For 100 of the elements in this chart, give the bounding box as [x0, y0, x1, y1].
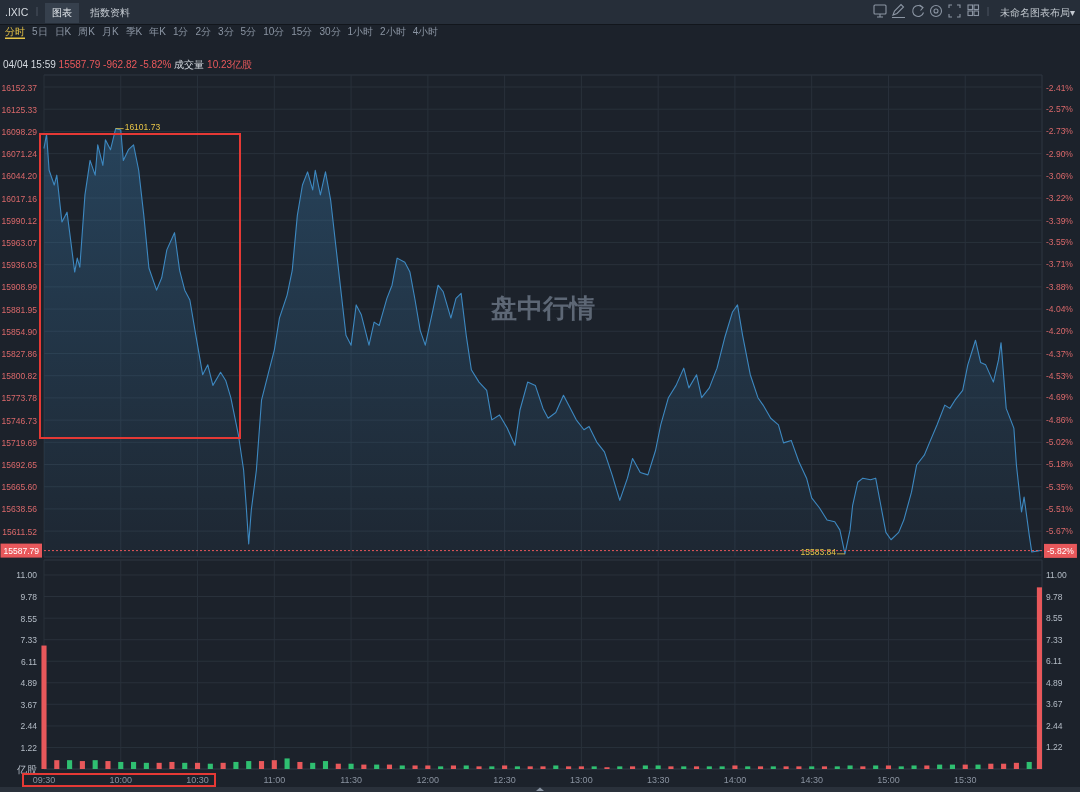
extreme-label: 16101.73 — [124, 121, 161, 132]
y2-tick-label: -4.69% — [1046, 392, 1073, 403]
y-tick-label: 7.33 — [20, 635, 37, 646]
period-label: 1小时 — [347, 26, 374, 37]
y2-tick-label: 6.11 — [1046, 656, 1062, 667]
y-tick-label: 16125.33 — [1, 104, 37, 115]
y-tick-label: 15800.82 — [1, 371, 37, 382]
layout-name: 未命名图表布局▾ — [999, 7, 1075, 18]
period-label: 季K — [125, 26, 143, 37]
x-tick-label: 14:00 — [723, 775, 747, 785]
y2-tick-label: -3.71% — [1046, 259, 1073, 270]
y-tick-label: 16071.24 — [1, 149, 37, 160]
y2-tick-label: -4.37% — [1046, 348, 1073, 359]
y-tick-label: 15638.56 — [1, 504, 37, 515]
period-label: 周K — [78, 26, 95, 37]
y-tick-label: 16152.37 — [1, 82, 37, 93]
y2-tick-label: 2.44 — [1046, 720, 1063, 731]
y2-tick-label: 4.89 — [1046, 677, 1063, 688]
x-tick-label: 12:30 — [493, 775, 516, 785]
y2-tick-label: 3.67 — [1046, 699, 1063, 710]
y2-tick-label: -5.67% — [1046, 525, 1073, 536]
period-label: 5日 — [32, 26, 48, 37]
x-tick-label: 13:00 — [570, 775, 593, 785]
x-tick-label: 11:00 — [263, 775, 286, 785]
period-label: 5分 — [240, 26, 257, 37]
y2-tick-label: 7.33 — [1046, 634, 1063, 645]
tab-label: 指数资料 — [90, 7, 130, 18]
last-price-tag-text: 15587.79 — [3, 545, 39, 556]
period-label: 2分 — [195, 26, 212, 37]
y2-tick-label: 11.00 — [1046, 570, 1067, 580]
y2-tick-label: -5.02% — [1046, 437, 1073, 448]
period-label: 分时 — [5, 26, 25, 37]
y-tick-label: 3.67 — [20, 699, 37, 710]
y2-tick-label: -3.39% — [1046, 215, 1073, 226]
y-tick-label: 2.44 — [20, 721, 37, 732]
y2-tick-label: -5.18% — [1046, 458, 1073, 469]
x-tick-label: 14:30 — [800, 775, 823, 785]
y2-tick-label: -2.41% — [1046, 82, 1073, 93]
period-label: 30分 — [319, 26, 341, 37]
x-tick-label: 11:30 — [340, 775, 362, 785]
y-tick-label: 15719.69 — [1, 437, 37, 448]
x-tick-label: 15:00 — [877, 775, 900, 785]
y-tick-label: 15827.86 — [1, 349, 37, 359]
y-tick-label: 8.55 — [20, 613, 37, 624]
y2-tick-label: -3.88% — [1046, 282, 1073, 293]
y-tick-label: 9.78 — [20, 592, 37, 602]
y-tick-label: 15665.60 — [1, 482, 37, 493]
y-tick-label: 4.89 — [20, 678, 37, 689]
y2-tick-label: -5.51% — [1046, 503, 1073, 514]
period-label: 年K — [149, 26, 166, 37]
y2-tick-label: -4.04% — [1046, 304, 1073, 314]
y2-tick-label: -4.53% — [1046, 370, 1073, 381]
y2-tick-label: -2.90% — [1046, 149, 1073, 160]
y-tick-label: 15881.95 — [1, 304, 37, 315]
y2-tick-label: -2.57% — [1046, 104, 1073, 115]
period-label: 1分 — [172, 26, 189, 37]
title: .IXIC — [5, 6, 29, 18]
y-tick-label: 15692.65 — [1, 460, 37, 470]
y-tick-label: 15936.03 — [1, 260, 37, 271]
x-tick-label: 15:30 — [953, 775, 977, 785]
y-tick-label: 15990.12 — [1, 215, 37, 226]
period-label: 4小时 — [412, 26, 439, 37]
period-label: 15分 — [291, 26, 313, 37]
y-tick-label: 1.22 — [20, 743, 37, 753]
x-tick-label: 10:00 — [109, 775, 133, 785]
period-label: 2小时 — [380, 26, 406, 37]
y-tick-label: 16098.29 — [1, 126, 37, 137]
y2-tick-label: 1.22 — [1046, 742, 1063, 753]
x-tick-label: 12:00 — [416, 775, 440, 785]
y-tick-label: 15963.07 — [1, 237, 37, 248]
y2-tick-label: -5.35% — [1046, 482, 1073, 492]
y2-tick-label: 9.78 — [1046, 591, 1063, 602]
y-tick-label: 11.00 — [16, 570, 37, 581]
extreme-label: 15583.84 — [800, 546, 836, 557]
subtitle: 04/04 15:59 15587.79 -962.82 -5.82% 成交量 10.23亿股 — [3, 59, 253, 70]
y2-tick-label: -3.55% — [1046, 237, 1073, 248]
y2-tick-label: 8.55 — [1046, 613, 1063, 624]
y2-tick-label: -2.73% — [1046, 126, 1073, 136]
y-tick-label: 16044.20 — [1, 171, 37, 182]
y2-tick-label: -4.20% — [1046, 325, 1073, 336]
y-tick-label: 15908.99 — [1, 282, 37, 293]
last-change-tag-text: -5.82% — [1047, 545, 1074, 556]
y-tick-label: 16017.16 — [1, 193, 37, 204]
y-tick-label: 15773.78 — [1, 393, 37, 404]
y-tick-label: 15746.73 — [1, 415, 37, 426]
y-tick-label: 6.11 — [21, 656, 37, 667]
y-tick-label: 15854.90 — [1, 326, 37, 337]
y2-tick-label: -3.06% — [1046, 170, 1073, 181]
period-label: 月K — [101, 26, 119, 37]
tab-label: 图表 — [52, 7, 72, 18]
y2-tick-label: -4.86% — [1046, 415, 1073, 426]
x-tick-label: 10:30 — [186, 775, 209, 785]
x-tick-label: 09:30 — [32, 775, 56, 785]
period-label: 3分 — [218, 26, 234, 37]
y2-tick-label: -3.22% — [1046, 192, 1073, 203]
overlay-label: 盘中行情 — [491, 293, 595, 323]
x-tick-label: 13:30 — [646, 775, 670, 785]
period-label: 日K — [54, 26, 72, 37]
period-label: 10分 — [263, 26, 285, 37]
y-tick-label: 15611.52 — [2, 526, 37, 537]
